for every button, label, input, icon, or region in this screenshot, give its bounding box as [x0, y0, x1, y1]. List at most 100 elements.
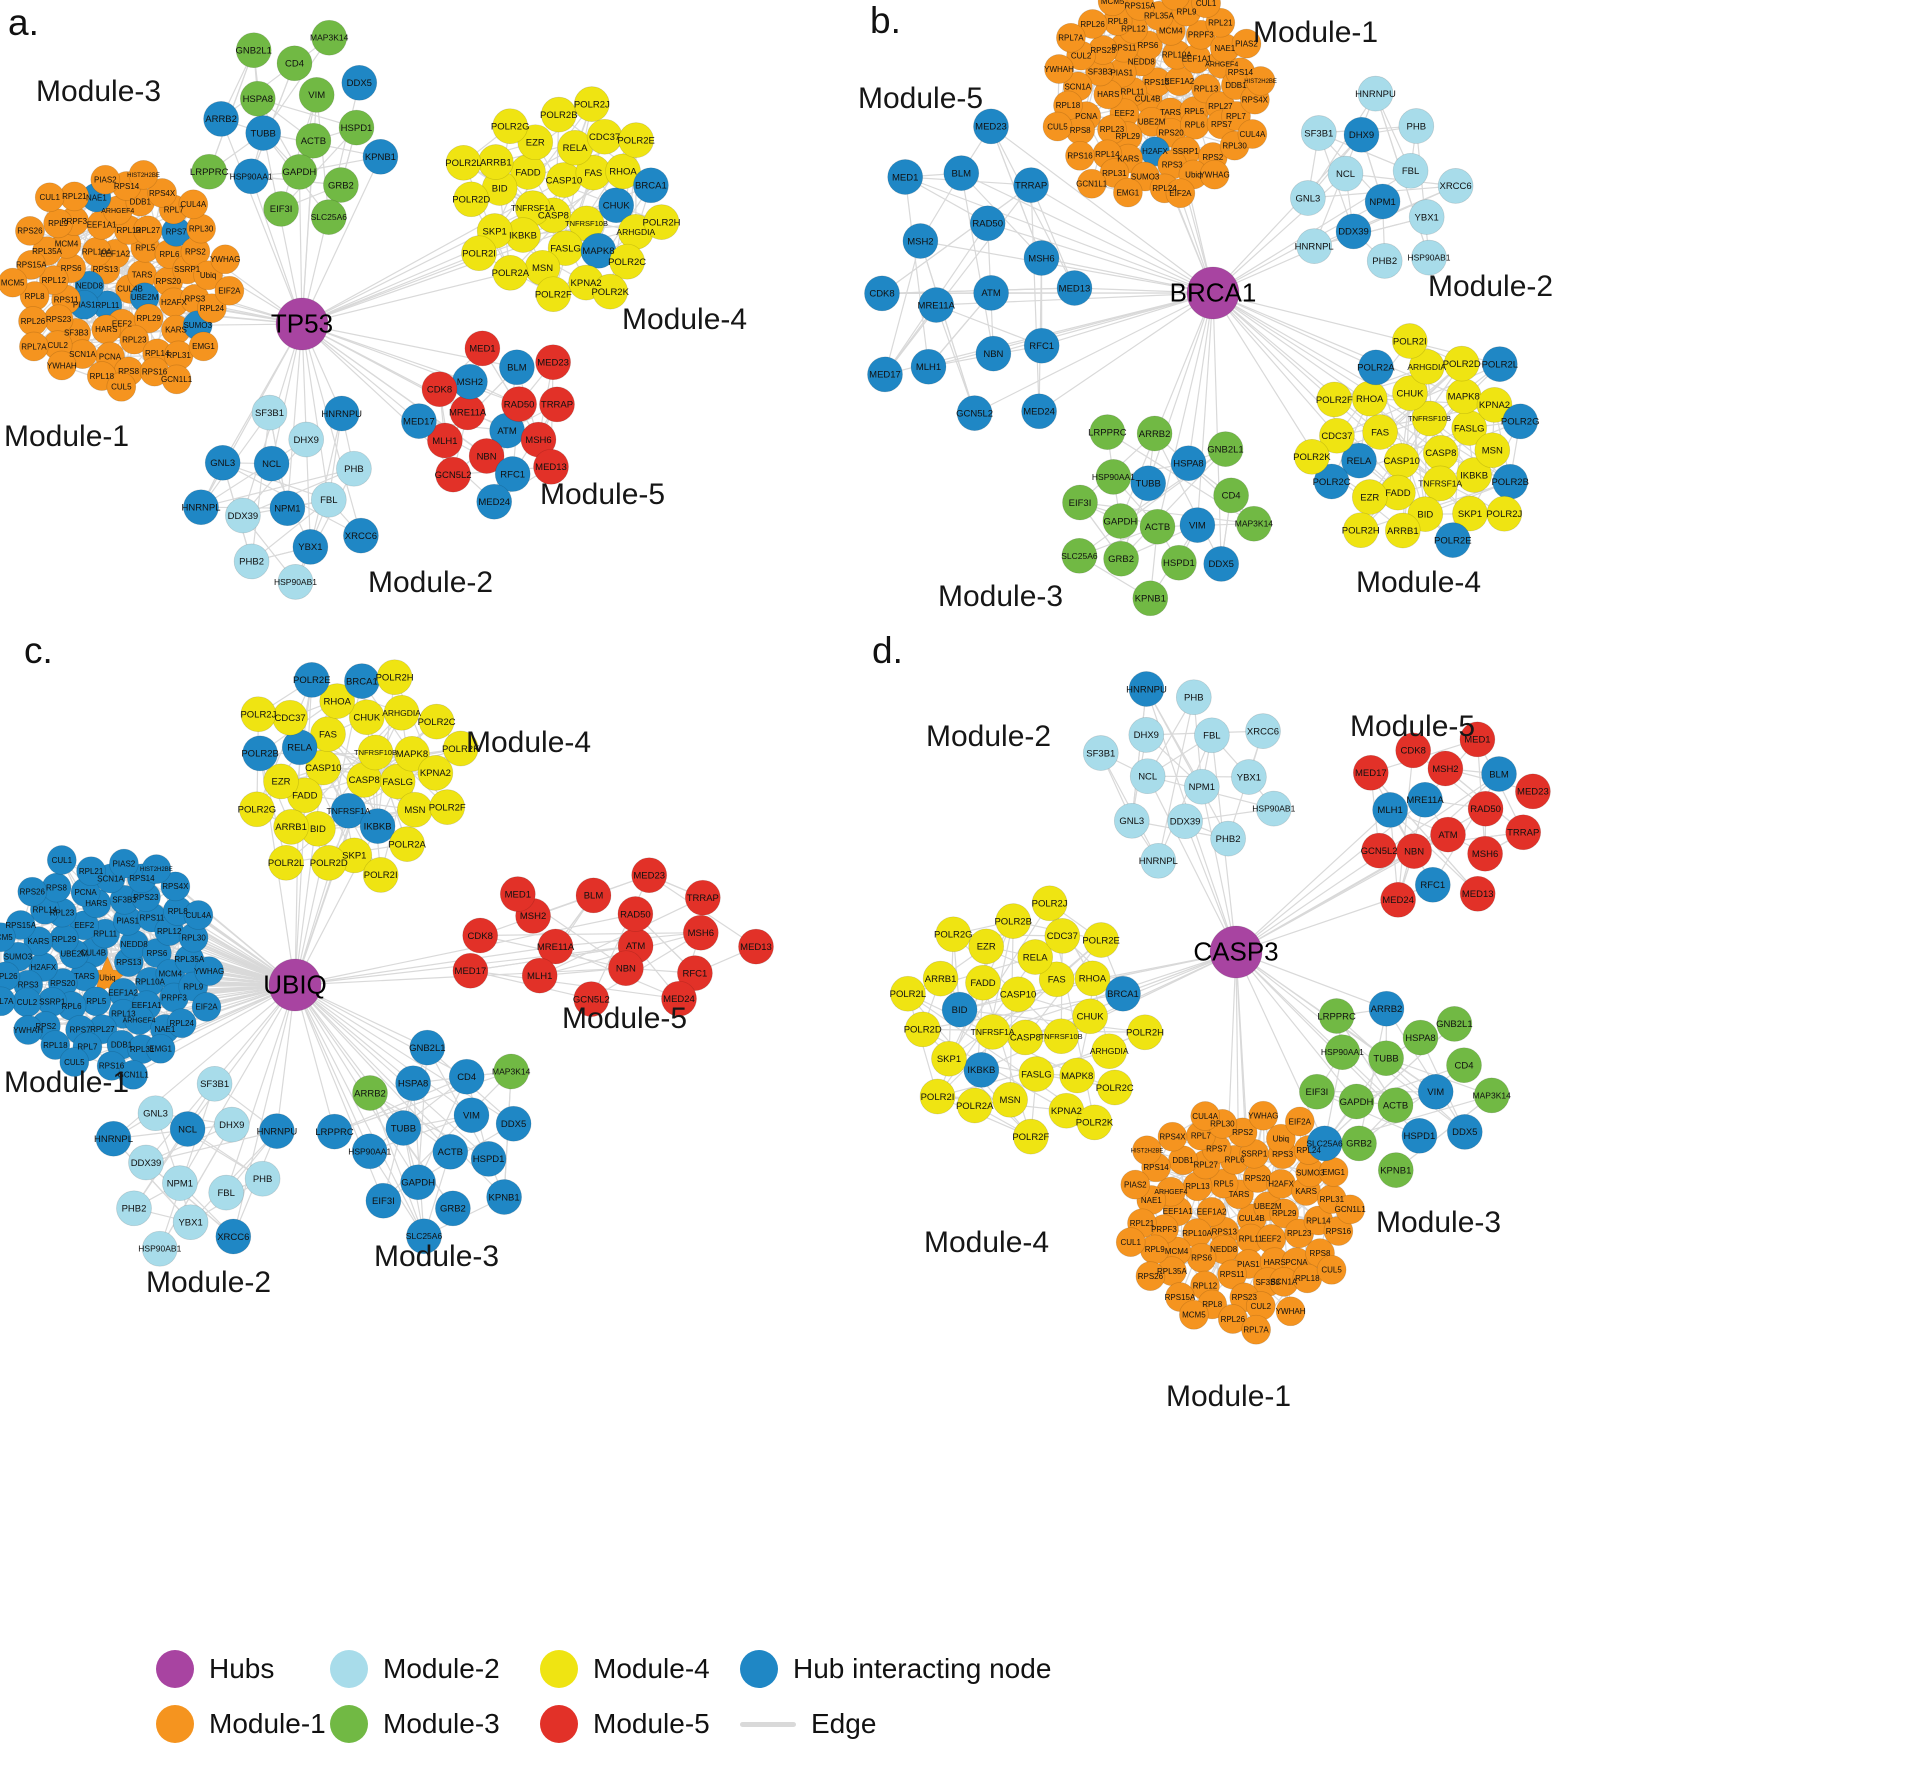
gene-label: SKP1	[483, 226, 507, 237]
gene-label: YBX1	[298, 542, 322, 553]
gene-label: RPS23	[1232, 1293, 1258, 1302]
gene-label: RPS6	[146, 949, 167, 958]
gene-label: RPS8	[1070, 126, 1091, 135]
gene-node	[1395, 732, 1432, 769]
gene-node	[1391, 323, 1428, 359]
gene-node	[902, 223, 939, 259]
gene-label: POLR2A	[492, 268, 530, 279]
gene-label: POLR2B	[241, 749, 279, 760]
gene-label: TNFRSF10B	[1040, 1032, 1083, 1041]
gene-label: POLR2F	[429, 802, 466, 813]
gene-node	[918, 287, 955, 323]
gene-label: RPL31	[166, 351, 191, 360]
gene-node	[1467, 790, 1504, 827]
gene-label: SCN1A	[1064, 82, 1091, 91]
gene-label: VIM	[1189, 520, 1206, 531]
gene-label: TARS	[1160, 108, 1181, 117]
module-label-c-module-2: Module-2	[146, 1266, 272, 1299]
gene-label: RPS23	[133, 893, 159, 902]
gene-node	[1392, 152, 1429, 189]
gene-label: TRRAP	[541, 400, 573, 411]
gene-label: RPS13	[93, 265, 119, 274]
gene-label: FADD	[970, 978, 995, 989]
gene-label: RPL23	[1287, 1229, 1312, 1238]
gene-node	[1213, 477, 1249, 514]
gene-node	[330, 792, 367, 829]
gene-node	[904, 1011, 941, 1048]
gene-label: MRE11A	[918, 300, 956, 311]
gene-label: RPL21	[1208, 19, 1233, 28]
gene-node	[677, 955, 713, 991]
gene-label: MED24	[478, 497, 510, 508]
gene-label: MED17	[1355, 768, 1387, 779]
gene-label: MED1	[469, 344, 495, 355]
gene-node	[106, 371, 137, 402]
gene-node	[273, 809, 309, 845]
gene-label: RPL12	[42, 276, 67, 285]
gene-node	[338, 109, 375, 146]
gene-label: SSRP1	[39, 998, 66, 1007]
gene-label: SUMO3	[1131, 172, 1160, 181]
gene-node	[19, 331, 49, 362]
gene-label: TNFRSF1A	[971, 1027, 1015, 1037]
gene-node	[46, 845, 77, 875]
gene-node	[1000, 976, 1036, 1013]
gene-label: RPL35A	[1157, 1267, 1187, 1276]
gene-label: MSN	[1000, 1095, 1021, 1106]
gene-node	[137, 1095, 174, 1132]
gene-node	[1313, 463, 1350, 500]
gene-label: PIAS2	[1235, 39, 1258, 48]
gene-label: RPL23	[50, 908, 75, 917]
gene-label: RPS15A	[1125, 2, 1156, 11]
gene-label: GAPDH	[283, 167, 317, 178]
gene-node	[141, 854, 172, 884]
gene-label: RPL30	[189, 224, 214, 233]
gene-label: POLR2H	[376, 673, 414, 684]
gene-label: EIF3I	[270, 204, 293, 215]
legend: Hubs Module-2 Module-4 Hub interacting n…	[156, 1650, 1051, 1743]
gene-label: RPL12	[1121, 25, 1146, 34]
gene-label: RPL10A	[1182, 1229, 1212, 1238]
gene-node	[453, 1097, 490, 1134]
gene-label: VIM	[308, 90, 325, 101]
gene-node	[1341, 442, 1377, 479]
gene-node	[1364, 183, 1401, 220]
gene-label: SSRP1	[1241, 1150, 1268, 1159]
gene-label: RPL24	[200, 304, 225, 313]
gene-label: ACTB	[438, 1147, 463, 1158]
gene-node	[1165, 178, 1196, 209]
gene-label: POLR2F	[535, 290, 572, 301]
gene-label: RPS3	[1272, 1150, 1293, 1159]
gene-label: PHB	[1407, 121, 1427, 132]
gene-label: RPL31	[1102, 169, 1127, 178]
gene-label: RPL13	[1185, 1182, 1210, 1191]
gene-label: HSP90AB1	[138, 1244, 181, 1254]
gene-label: TNFRSF10B	[354, 748, 397, 757]
gene-label: CDK8	[869, 289, 894, 300]
gene-node	[435, 456, 471, 493]
gene-label: RPL7	[77, 1042, 98, 1051]
gene-label: HSPD1	[473, 1154, 505, 1165]
gene-label: PIAS1	[73, 301, 96, 310]
hub-label-tp53: TP53	[270, 308, 334, 339]
gene-node	[1380, 881, 1416, 918]
gene-label: EEF1A1	[87, 221, 117, 230]
gene-label: TNFRSF10B	[1408, 414, 1451, 423]
gene-label: RPS2	[35, 1022, 56, 1031]
hub-node-UBIQ	[268, 958, 322, 1012]
gene-label: TNFRSF10B	[565, 219, 608, 228]
gene-label: CUL2	[17, 998, 38, 1007]
gene-label: SUMO3	[183, 321, 212, 330]
gene-label: ACTB	[1383, 1101, 1408, 1112]
gene-label: RPL5	[1184, 107, 1205, 116]
gene-label: MED24	[1382, 895, 1414, 906]
gene-label: RPS16	[1067, 152, 1093, 161]
gene-node	[1105, 975, 1141, 1012]
gene-label: GNL3	[1295, 193, 1320, 204]
gene-node	[493, 1053, 530, 1090]
gene-node	[618, 122, 654, 158]
gene-node	[1203, 546, 1240, 582]
gene-label: BRCA1	[1107, 989, 1139, 1000]
gene-label: SUMO3	[4, 953, 33, 962]
gene-label: RPL10A	[82, 248, 112, 257]
